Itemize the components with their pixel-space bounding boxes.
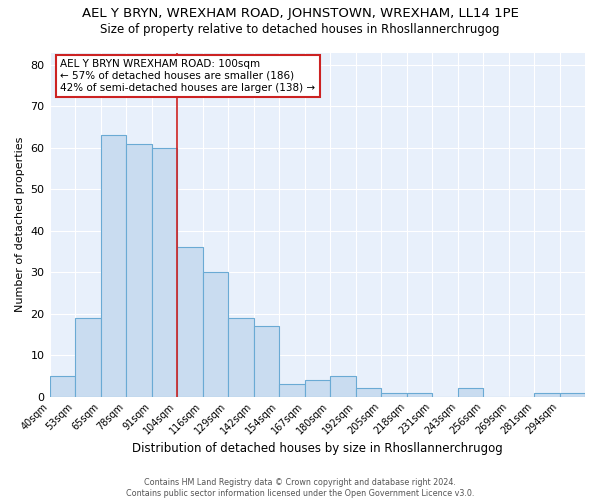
Bar [356, 388, 381, 396]
Bar [203, 272, 228, 396]
Bar [101, 136, 126, 396]
Bar [407, 392, 432, 396]
Text: Size of property relative to detached houses in Rhosllannerchrugog: Size of property relative to detached ho… [100, 22, 500, 36]
Bar [305, 380, 330, 396]
Bar [177, 248, 203, 396]
Y-axis label: Number of detached properties: Number of detached properties [15, 137, 25, 312]
Bar [50, 376, 75, 396]
X-axis label: Distribution of detached houses by size in Rhosllannerchrugog: Distribution of detached houses by size … [132, 442, 503, 455]
Bar [254, 326, 279, 396]
Text: AEL Y BRYN, WREXHAM ROAD, JOHNSTOWN, WREXHAM, LL14 1PE: AEL Y BRYN, WREXHAM ROAD, JOHNSTOWN, WRE… [82, 8, 518, 20]
Bar [381, 392, 407, 396]
Text: Contains HM Land Registry data © Crown copyright and database right 2024.
Contai: Contains HM Land Registry data © Crown c… [126, 478, 474, 498]
Bar [75, 318, 101, 396]
Bar [126, 144, 152, 396]
Bar [279, 384, 305, 396]
Bar [152, 148, 177, 396]
Bar [560, 392, 585, 396]
Bar [534, 392, 560, 396]
Bar [458, 388, 483, 396]
Text: AEL Y BRYN WREXHAM ROAD: 100sqm
← 57% of detached houses are smaller (186)
42% o: AEL Y BRYN WREXHAM ROAD: 100sqm ← 57% of… [60, 60, 316, 92]
Bar [228, 318, 254, 396]
Bar [330, 376, 356, 396]
